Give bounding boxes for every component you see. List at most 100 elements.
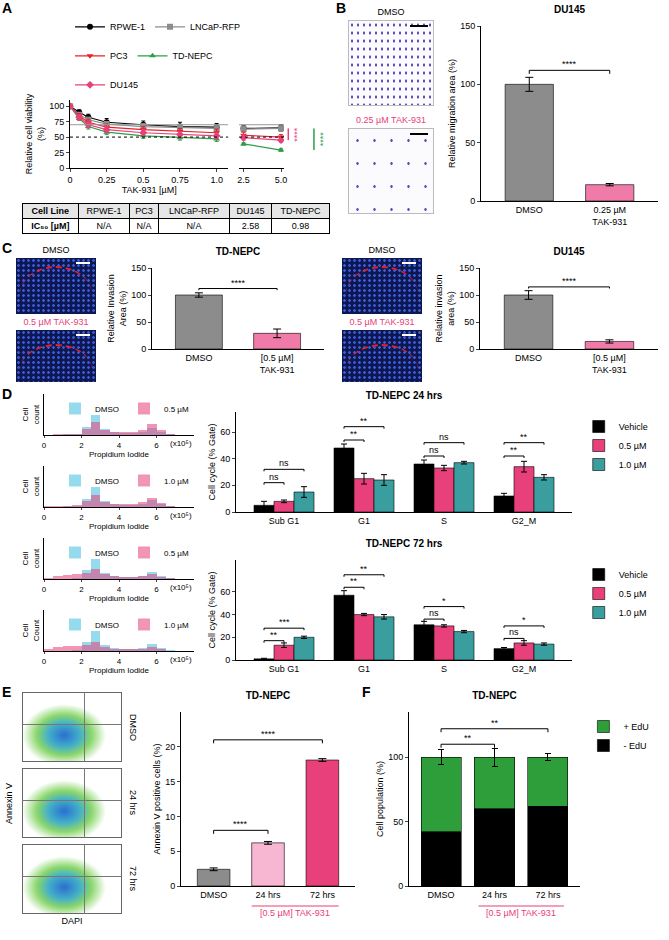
svg-text:6: 6	[154, 513, 159, 522]
svg-text:2.5: 2.5	[237, 175, 250, 185]
svg-text:DU145: DU145	[553, 246, 585, 257]
svg-text:Relative cell viability(%): Relative cell viability(%)	[24, 93, 46, 174]
svg-text:0.5 µM: 0.5 µM	[164, 549, 189, 558]
svg-text:2: 2	[79, 513, 84, 522]
svg-text:Propidium Iodide: Propidium Iodide	[89, 594, 150, 603]
svg-text:DMSO: DMSO	[200, 890, 227, 900]
svg-text:1.0 µM: 1.0 µM	[619, 460, 647, 470]
svg-text:0: 0	[225, 507, 230, 517]
svg-text:**: **	[510, 445, 518, 455]
svg-text:**: **	[520, 432, 528, 442]
svg-text:G1: G1	[358, 664, 370, 674]
svg-text:2: 2	[79, 657, 84, 666]
svg-text:G2_M: G2_M	[512, 516, 537, 526]
svg-text:0: 0	[42, 441, 47, 450]
svg-text:S: S	[441, 664, 447, 674]
svg-text:60: 60	[220, 587, 230, 597]
svg-text:1.0: 1.0	[210, 175, 223, 185]
svg-text:1.0 µM: 1.0 µM	[619, 608, 647, 618]
svg-text:0: 0	[469, 344, 474, 354]
svg-text:0.25: 0.25	[98, 175, 116, 185]
svg-text:DMSO: DMSO	[95, 549, 119, 558]
svg-text:(x10⁵): (x10⁵)	[170, 511, 192, 520]
svg-text:ns: ns	[429, 608, 439, 618]
svg-text:ns: ns	[269, 472, 279, 482]
svg-text:Cellcount: Cellcount	[21, 476, 40, 496]
svg-text:DMSO: DMSO	[185, 353, 212, 363]
svg-text:20: 20	[220, 480, 230, 490]
svg-text:Propidium Iodide: Propidium Iodide	[89, 450, 150, 459]
svg-text:0: 0	[225, 655, 230, 665]
svg-text:50: 50	[393, 817, 403, 827]
svg-text:Propidium Iodide: Propidium Iodide	[89, 666, 150, 675]
svg-text:72 hrs: 72 hrs	[310, 890, 336, 900]
svg-text:*: *	[522, 615, 526, 625]
svg-text:Cellcount: Cellcount	[21, 404, 40, 424]
svg-text:PC3: PC3	[110, 51, 128, 61]
svg-text:0.5 µM: 0.5 µM	[619, 589, 647, 599]
svg-text:Sub G1: Sub G1	[269, 516, 300, 526]
svg-text:Relative migration area (%): Relative migration area (%)	[447, 59, 457, 168]
svg-text:TD-NEPC: TD-NEPC	[472, 690, 516, 701]
svg-text:50: 50	[464, 317, 474, 327]
svg-text:(x10⁵): (x10⁵)	[170, 655, 192, 664]
svg-text:TD-NEPC 72 hrs: TD-NEPC 72 hrs	[366, 538, 443, 549]
svg-text:6: 6	[154, 585, 159, 594]
svg-text:**: **	[464, 733, 472, 743]
svg-text:[0.5 µM] TAK-931: [0.5 µM] TAK-931	[260, 908, 330, 918]
svg-text:****: ****	[231, 278, 246, 288]
svg-text:4: 4	[117, 585, 122, 594]
svg-text:****: ****	[261, 729, 276, 739]
svg-text:6: 6	[154, 657, 159, 666]
svg-text:Cell population (%): Cell population (%)	[375, 761, 385, 837]
svg-text:*: *	[442, 596, 446, 606]
svg-text:0.5 µM: 0.5 µM	[164, 405, 189, 414]
svg-text:10: 10	[165, 812, 175, 822]
svg-text:2: 2	[79, 585, 84, 594]
svg-text:0: 0	[398, 881, 403, 891]
svg-text:6: 6	[154, 441, 159, 450]
svg-text:Cell cycle (% Gate): Cell cycle (% Gate)	[207, 423, 217, 500]
svg-text:72 hrs: 72 hrs	[535, 890, 561, 900]
svg-text:**: **	[360, 416, 368, 426]
svg-text:40: 40	[220, 454, 230, 464]
svg-text:****: ****	[292, 127, 302, 142]
svg-text:[0.5 µM] TAK-931: [0.5 µM] TAK-931	[486, 908, 556, 918]
svg-text:(x10⁵): (x10⁵)	[170, 439, 192, 448]
svg-text:0: 0	[170, 881, 175, 891]
svg-text:0: 0	[141, 344, 146, 354]
svg-text:**: **	[491, 718, 499, 728]
svg-text:0: 0	[67, 175, 72, 185]
svg-text:DMSO: DMSO	[95, 405, 119, 414]
svg-text:0: 0	[470, 196, 475, 206]
svg-text:60: 60	[220, 427, 230, 437]
svg-text:0.75: 0.75	[171, 175, 189, 185]
svg-text:**: **	[350, 429, 358, 439]
svg-text:1.0 µM: 1.0 µM	[164, 477, 189, 486]
svg-text:0.5: 0.5	[137, 175, 150, 185]
svg-text:1.0 µM: 1.0 µM	[164, 621, 189, 630]
svg-text:G2_M: G2_M	[512, 664, 537, 674]
svg-text:[0.5 µM]TAK-931: [0.5 µM]TAK-931	[592, 353, 627, 375]
svg-text:2: 2	[79, 441, 84, 450]
svg-text:75: 75	[54, 117, 64, 127]
svg-text:100: 100	[460, 79, 475, 89]
svg-text:100: 100	[49, 101, 64, 111]
svg-text:4: 4	[117, 441, 122, 450]
svg-text:Propidium Iodide: Propidium Iodide	[89, 522, 150, 531]
svg-text:[0.5 µM]TAK-931: [0.5 µM]TAK-931	[260, 353, 295, 375]
svg-text:S: S	[441, 516, 447, 526]
svg-text:4: 4	[117, 657, 122, 666]
svg-text:****: ****	[562, 276, 577, 286]
svg-text:Cell cycle (% Gate): Cell cycle (% Gate)	[207, 571, 217, 648]
svg-text:DU145: DU145	[554, 4, 586, 15]
svg-text:****: ****	[233, 819, 248, 829]
svg-text:**: **	[360, 564, 368, 574]
svg-text:+ EdU: + EdU	[623, 722, 648, 732]
svg-text:ns: ns	[439, 432, 449, 442]
svg-text:TD-NEPC: TD-NEPC	[173, 51, 213, 61]
svg-text:50: 50	[465, 138, 475, 148]
svg-text:DMSO: DMSO	[95, 621, 119, 630]
svg-text:0.25 µMTAK-931: 0.25 µMTAK-931	[592, 205, 627, 227]
svg-text:15: 15	[165, 777, 175, 787]
